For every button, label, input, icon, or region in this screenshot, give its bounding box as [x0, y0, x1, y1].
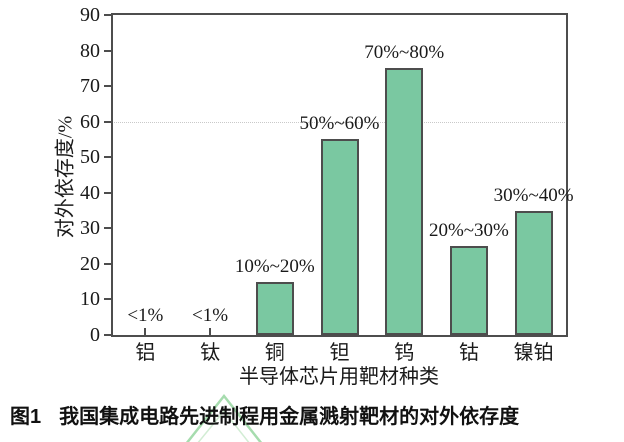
- y-axis-tick-label: 20: [80, 252, 100, 275]
- y-axis-tick: [104, 85, 111, 88]
- y-axis-tick: [104, 49, 111, 52]
- y-axis-tick: [104, 334, 111, 336]
- bar-value-label-3: 10%~20%: [234, 255, 315, 277]
- bar-镍铂: [514, 210, 553, 335]
- y-axis-tick-label: 0: [90, 324, 100, 346]
- bar-value-label-7: 30%~40%: [493, 184, 574, 206]
- x-axis-tick: [209, 328, 212, 335]
- category-label-6: 钴: [458, 342, 479, 364]
- y-axis-tick-label: 90: [80, 4, 100, 26]
- bar-钴: [449, 246, 488, 335]
- y-axis-tick: [104, 227, 111, 230]
- gridline-60: [114, 121, 565, 123]
- y-axis-tick: [104, 298, 111, 301]
- bar-铜: [255, 281, 294, 335]
- bar-value-label-6: 20%~30%: [428, 220, 509, 242]
- category-label-5: 钨: [394, 342, 415, 364]
- category-label-1: 铝: [135, 342, 156, 364]
- bar-钨: [385, 68, 424, 335]
- y-axis-tick-label: 60: [80, 110, 100, 133]
- y-axis-tick: [104, 156, 111, 159]
- y-axis-tick: [104, 191, 111, 194]
- bar-钽: [320, 139, 359, 335]
- x-axis-tick: [144, 328, 147, 335]
- bar-value-label-1: <1%: [127, 305, 164, 326]
- figure-caption-text: 我国集成电路先进制程用金属溅射靶材的对外依存度: [59, 406, 520, 428]
- bar-value-label-5: 70%~80%: [364, 42, 445, 64]
- category-label-3: 铜: [264, 342, 285, 364]
- y-axis-tick-label: 30: [80, 217, 100, 240]
- y-axis-tick: [104, 14, 111, 16]
- figure-caption: 图1 我国集成电路先进制程用金属溅射靶材的对外依存度: [10, 405, 620, 429]
- bar-value-label-4: 50%~60%: [299, 113, 380, 135]
- figure-number: 图1: [10, 406, 42, 428]
- y-axis-tick-label: 80: [80, 39, 100, 62]
- category-label-4: 钽: [329, 342, 350, 364]
- y-axis-tick-label: 10: [80, 288, 100, 311]
- y-axis-tick-label: 70: [80, 75, 100, 98]
- bar-value-label-2: <1%: [192, 305, 229, 326]
- category-label-7: 镍铂: [513, 342, 554, 364]
- plot-area: [111, 13, 568, 337]
- category-label-2: 钛: [200, 342, 221, 364]
- y-axis-tick-label: 40: [80, 181, 100, 204]
- y-axis-tick: [104, 262, 111, 265]
- y-axis-tick-label: 50: [80, 146, 100, 169]
- x-axis-title: 半导体芯片用靶材种类: [239, 366, 439, 388]
- y-axis-tick: [104, 120, 111, 123]
